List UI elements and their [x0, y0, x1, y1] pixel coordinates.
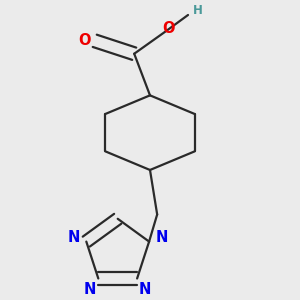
Text: N: N: [84, 282, 97, 297]
Text: O: O: [162, 21, 175, 36]
Text: N: N: [67, 230, 80, 245]
Text: N: N: [156, 230, 168, 245]
Text: N: N: [139, 282, 151, 297]
Text: O: O: [78, 33, 91, 48]
Text: H: H: [193, 4, 203, 17]
